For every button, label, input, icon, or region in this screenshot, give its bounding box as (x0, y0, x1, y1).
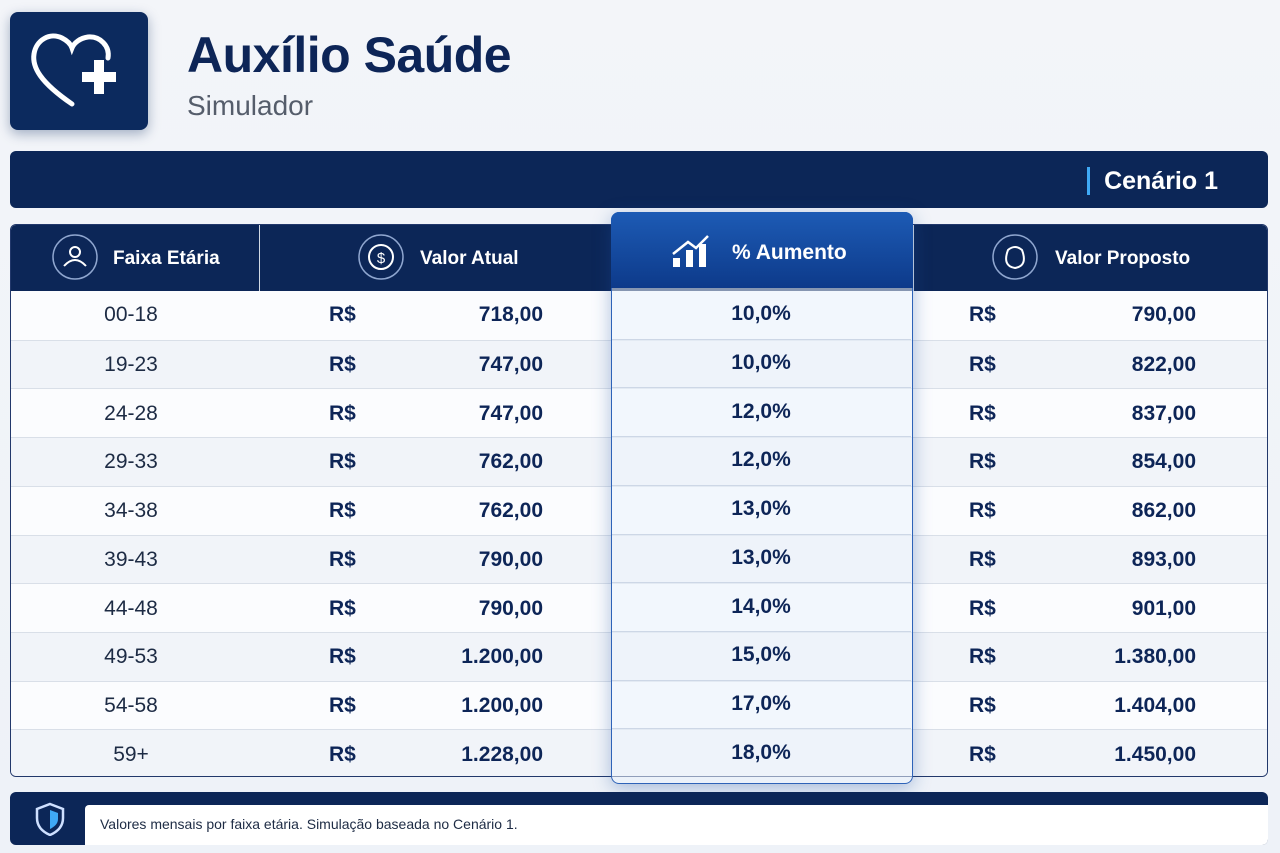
increase: 15,0% (731, 643, 791, 667)
subtitle: Simulador (187, 90, 314, 121)
proposed-value: 862,00 (1131, 499, 1196, 523)
increase: 13,0% (731, 545, 791, 569)
increase: 12,0% (731, 448, 791, 472)
age-range: 24-28 (104, 401, 158, 425)
increase: 13,0% (731, 497, 791, 521)
current-value: 790,00 (478, 547, 543, 571)
age-range: 34-38 (104, 499, 158, 523)
increase: 18,0% (731, 740, 791, 764)
currency: R$ (329, 547, 356, 571)
currency: R$ (969, 499, 996, 523)
currency: R$ (329, 303, 356, 327)
age-range: 44-48 (104, 596, 158, 620)
proposed-value: 822,00 (1131, 353, 1196, 377)
footnote-box: Valores mensais por faixa etária. Simula… (85, 805, 1268, 845)
current-value: 1.228,00 (461, 742, 543, 766)
current-value: 747,00 (478, 401, 543, 425)
logo (10, 12, 148, 130)
proposed-value: 837,00 (1131, 401, 1196, 425)
highlight-row-line (612, 582, 911, 584)
title: Auxílio Saúde (187, 27, 512, 83)
shield-icon (35, 802, 65, 836)
currency: R$ (969, 303, 996, 327)
currency: R$ (329, 742, 356, 766)
currency: R$ (329, 596, 356, 620)
svg-text:$: $ (377, 250, 386, 267)
highlight-row-line (612, 679, 911, 681)
highlight-row-line (612, 338, 911, 340)
highlight-row-line (612, 533, 911, 535)
age-range: 59+ (113, 742, 149, 766)
column-header: Valor Atual (420, 248, 519, 269)
scenario-banner (10, 151, 1268, 208)
currency: R$ (969, 401, 996, 425)
highlight-row-line (612, 436, 911, 438)
age-range: 49-53 (104, 645, 158, 669)
current-value: 762,00 (478, 499, 543, 523)
age-range: 54-58 (104, 693, 158, 717)
proposed-value: 893,00 (1131, 547, 1196, 571)
header-icons: $ (52, 234, 1038, 280)
highlight-row-line (612, 387, 911, 389)
currency: R$ (329, 645, 356, 669)
column-header: Valor Proposto (1055, 248, 1191, 269)
proposed-value: 854,00 (1131, 450, 1196, 474)
highlight-row-line (612, 728, 911, 730)
proposed-value: 790,00 (1131, 303, 1196, 327)
highlight-row-line (612, 484, 911, 486)
highlight-row-line (612, 630, 911, 632)
increase: 17,0% (731, 691, 791, 715)
current-value: 718,00 (478, 303, 543, 327)
age-range: 39-43 (104, 547, 158, 571)
current-value: 1.200,00 (461, 645, 543, 669)
footnote: Valores mensais por faixa etária. Simula… (100, 816, 518, 832)
currency: R$ (969, 596, 996, 620)
age-range: 00-18 (104, 303, 158, 327)
age-range: 19-23 (104, 353, 158, 377)
currency: R$ (969, 450, 996, 474)
increase: 10,0% (731, 351, 791, 375)
current-value: 790,00 (478, 596, 543, 620)
currency: R$ (329, 450, 356, 474)
currency: R$ (329, 499, 356, 523)
currency: R$ (329, 693, 356, 717)
currency: R$ (329, 353, 356, 377)
currency: R$ (969, 693, 996, 717)
current-value: 747,00 (478, 353, 543, 377)
column-header: % Aumento (732, 241, 847, 264)
increase: 10,0% (731, 302, 791, 326)
column-header: Faixa Etária (113, 248, 220, 269)
current-value: 1.200,00 (461, 693, 543, 717)
currency: R$ (969, 742, 996, 766)
scenario-label: Cenário 1 (1087, 167, 1218, 195)
currency: R$ (329, 401, 356, 425)
proposed-value: 1.404,00 (1114, 693, 1196, 717)
proposed-value: 1.380,00 (1114, 645, 1196, 669)
age-range: 29-33 (104, 450, 158, 474)
increase: 14,0% (731, 594, 791, 618)
currency: R$ (969, 645, 996, 669)
currency: R$ (969, 547, 996, 571)
highlight-header (611, 212, 913, 288)
logo-icon (31, 33, 116, 107)
proposed-value: 901,00 (1131, 596, 1196, 620)
proposed-value: 1.450,00 (1114, 742, 1196, 766)
currency: R$ (969, 353, 996, 377)
increase: 12,0% (731, 399, 791, 423)
highlight-column (611, 212, 913, 784)
current-value: 762,00 (478, 450, 543, 474)
